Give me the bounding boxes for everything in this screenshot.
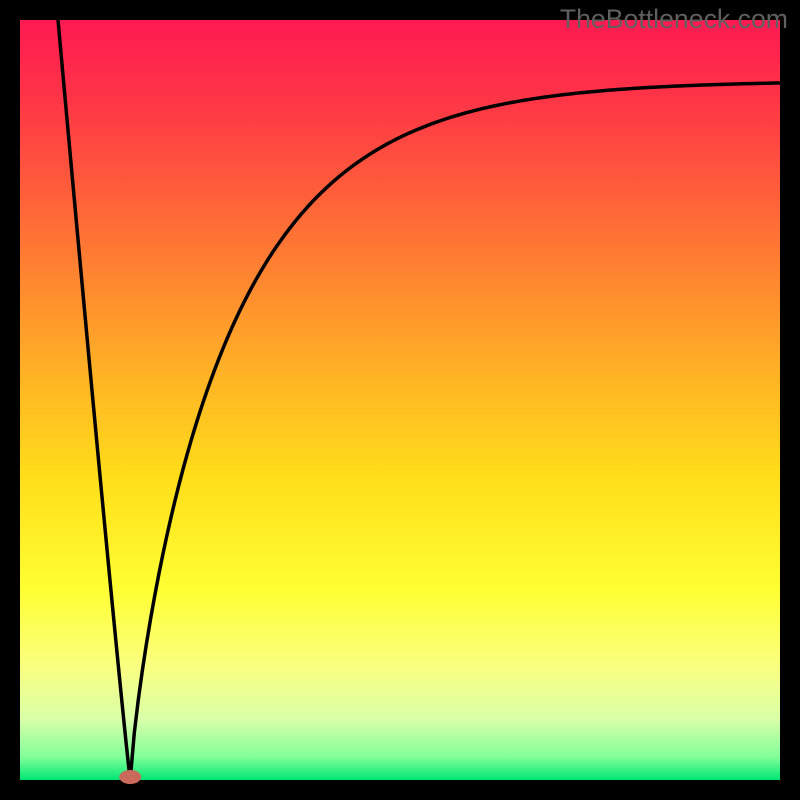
optimal-point-marker	[119, 770, 141, 784]
plot-background	[20, 20, 780, 780]
chart-frame: TheBottleneck.com	[0, 0, 800, 800]
bottleneck-chart	[0, 0, 800, 800]
